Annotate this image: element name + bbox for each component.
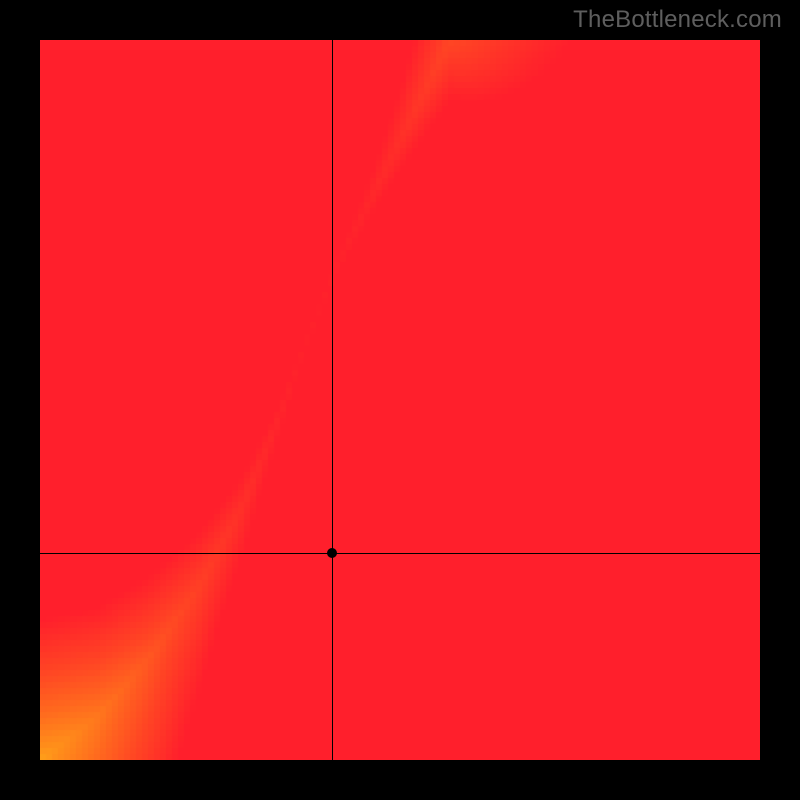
heatmap-canvas — [40, 40, 760, 760]
crosshair-marker-dot — [327, 548, 337, 558]
crosshair-horizontal-line — [40, 553, 760, 554]
watermark-text: TheBottleneck.com — [573, 6, 782, 34]
plot-frame — [40, 40, 760, 760]
heatmap-plot-area — [40, 40, 760, 760]
crosshair-vertical-line — [332, 40, 333, 760]
